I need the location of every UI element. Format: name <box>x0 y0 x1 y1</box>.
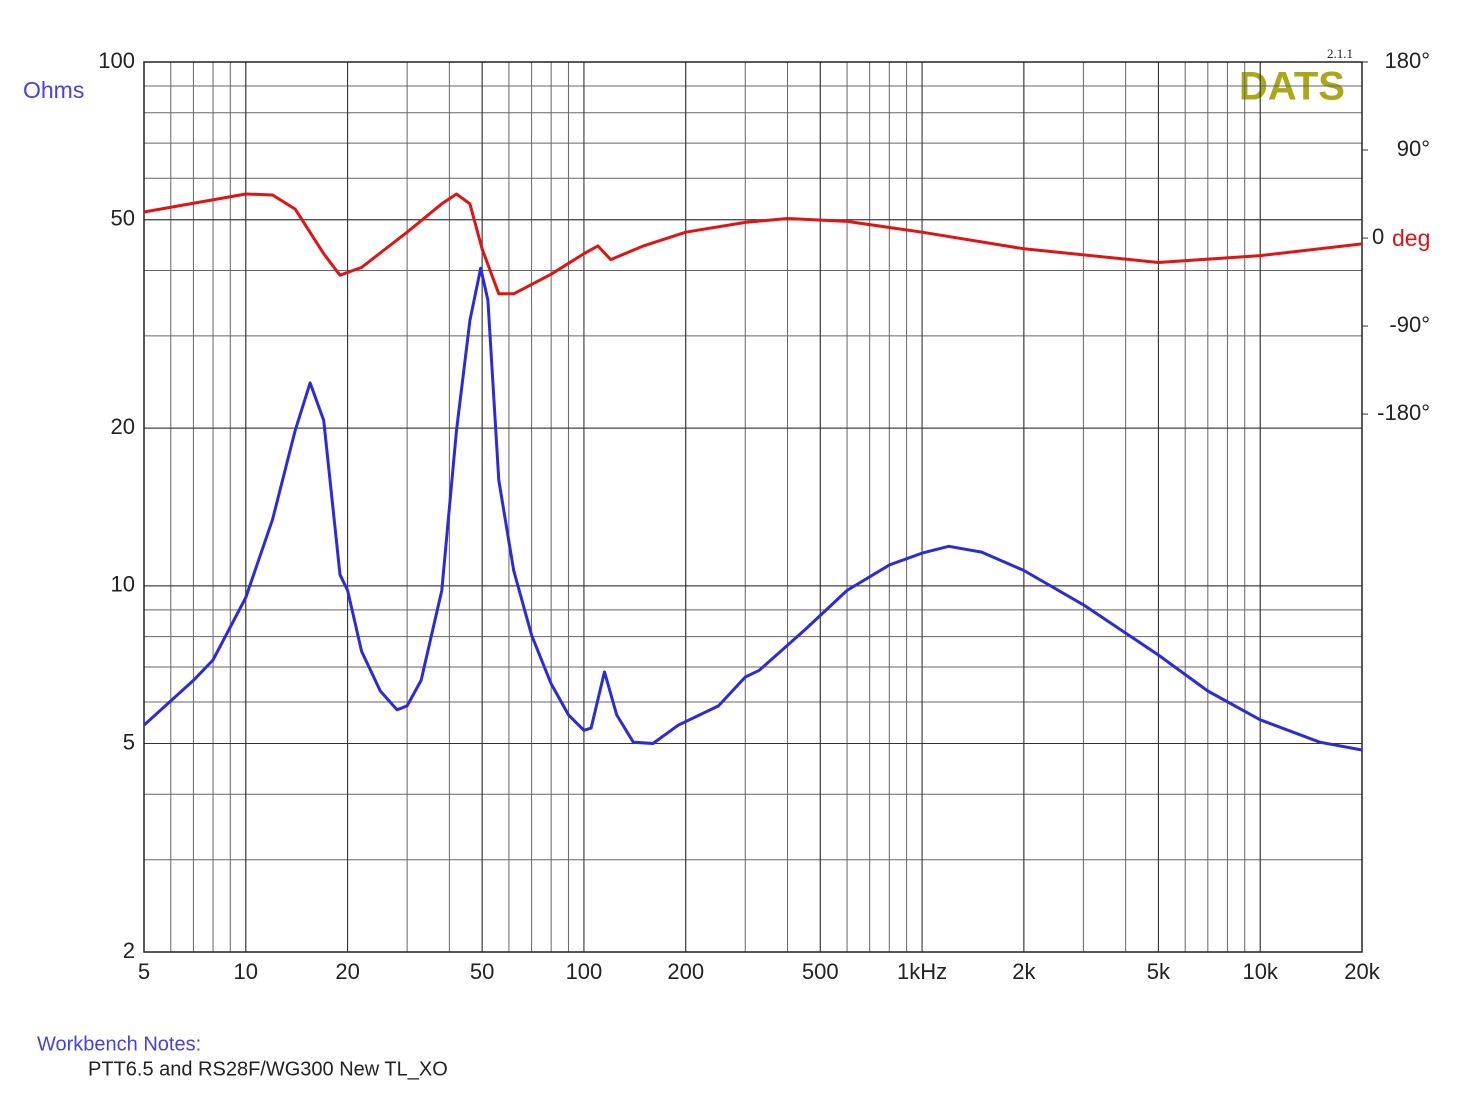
notes-title: Workbench Notes: <box>37 1033 201 1055</box>
x-tick-label: 10k <box>1242 959 1278 984</box>
x-tick-label: 20k <box>1344 959 1380 984</box>
x-tick-label: 200 <box>667 959 704 984</box>
x-tick-label: 500 <box>802 959 839 984</box>
y-tick-label: 5 <box>123 729 135 754</box>
plot-frame <box>143 61 1363 953</box>
y2-tick-label: -90° <box>1389 312 1430 337</box>
logo: DATS <box>1239 65 1345 109</box>
y2-tick-label: 0 <box>1372 224 1384 249</box>
y-tick-label: 100 <box>98 48 135 73</box>
x-tick-label: 1kHz <box>897 959 947 984</box>
y-tick-label: 10 <box>111 572 135 597</box>
x-tick-label: 20 <box>335 959 359 984</box>
x-tick-label: 10 <box>234 959 258 984</box>
notes: PTT6.5 and RS28F/WG300 New TL_XO <box>88 1058 448 1080</box>
y-axis-label: Ohms <box>23 77 84 103</box>
x-tick-label: 100 <box>566 959 603 984</box>
line-series <box>143 192 1363 296</box>
y-tick-label: 2 <box>123 938 135 963</box>
version: 2.1.1 <box>1327 46 1353 61</box>
y2-tick-label: -180° <box>1377 400 1430 425</box>
y-tick-label: 20 <box>111 414 135 439</box>
line-series <box>142 266 1363 752</box>
y2-tick-label: 90° <box>1397 136 1430 161</box>
x-tick-label: 2k <box>1012 959 1036 984</box>
x-tick-label: 50 <box>470 959 494 984</box>
x-tick-label: 5k <box>1147 959 1171 984</box>
y-tick-label: 50 <box>111 206 135 231</box>
y2-axis-label: deg <box>1392 225 1430 251</box>
y2-tick-label: 180° <box>1384 48 1430 73</box>
x-tick-label: 5 <box>138 959 150 984</box>
